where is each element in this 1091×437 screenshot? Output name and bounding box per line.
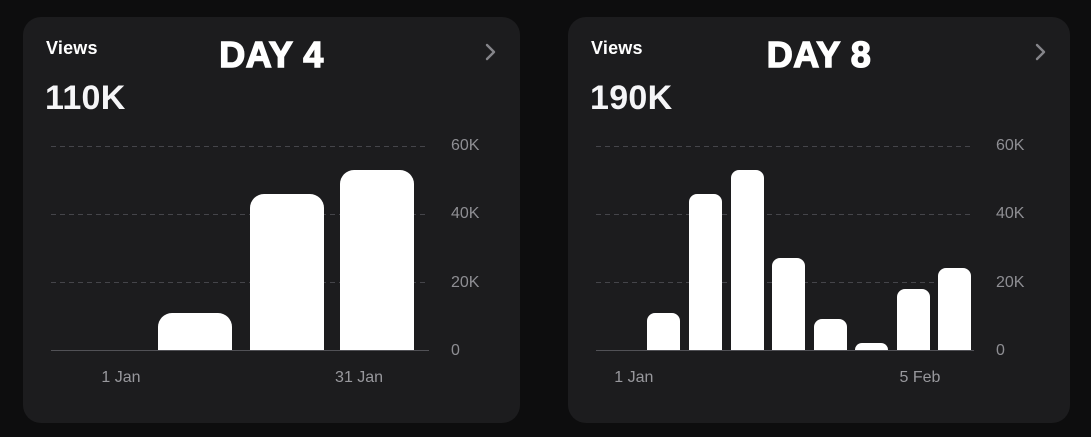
x-tick-label: 5 Feb: [899, 369, 941, 386]
bar: [647, 312, 680, 350]
views-card-day4[interactable]: Views DAY 4 110K 60K 40K 20K 0 1 Jan 31 Jan: [23, 17, 520, 423]
y-tick-label: 40K: [996, 205, 1025, 223]
bar: [730, 169, 764, 350]
gridline: [51, 146, 429, 147]
y-tick-label: 20K: [451, 273, 480, 291]
x-tick-label: 1 Jan: [614, 369, 654, 386]
bar: [854, 343, 888, 350]
y-tick-label: 60K: [996, 137, 1025, 154]
bar: [688, 193, 722, 350]
gridline: [51, 282, 429, 283]
bar: [772, 258, 806, 350]
y-tick-label: 20K: [996, 273, 1025, 291]
y-tick-label: 0: [451, 342, 460, 359]
y-axis-labels: 60K 40K 20K 0: [451, 137, 515, 359]
y-tick-label: 40K: [451, 205, 480, 223]
chevron-right-icon[interactable]: [485, 43, 496, 66]
gridline: [596, 213, 974, 215]
bar: [896, 288, 930, 350]
day-caption: DAY 8: [766, 34, 872, 75]
bar: [938, 268, 971, 350]
views-total: 190K: [590, 79, 673, 117]
bar-chart: [51, 146, 429, 351]
day-caption: DAY 4: [219, 34, 324, 75]
metric-label: Views: [46, 38, 98, 58]
y-tick-label: 0: [996, 342, 1005, 359]
gridline: [596, 146, 974, 147]
bar-chart: [596, 146, 974, 351]
bar: [814, 319, 847, 350]
x-axis-labels: 1 Jan 5 Feb: [596, 369, 974, 389]
gridline: [51, 213, 429, 215]
metric-label: Views: [591, 38, 643, 58]
bar: [340, 169, 415, 350]
x-tick-label: 1 Jan: [101, 369, 141, 386]
bar: [157, 312, 233, 350]
chevron-right-icon[interactable]: [1035, 43, 1046, 66]
bar: [249, 193, 324, 350]
y-tick-label: 60K: [451, 137, 480, 154]
y-axis-labels: 60K 40K 20K 0: [996, 137, 1060, 359]
views-total: 110K: [45, 79, 126, 117]
x-axis-labels: 1 Jan 31 Jan: [51, 369, 429, 389]
views-card-day8[interactable]: Views DAY 8 190K 60K 40K 20K 0 1 Jan 5 Feb: [568, 17, 1070, 423]
x-tick-label: 31 Jan: [335, 369, 384, 386]
